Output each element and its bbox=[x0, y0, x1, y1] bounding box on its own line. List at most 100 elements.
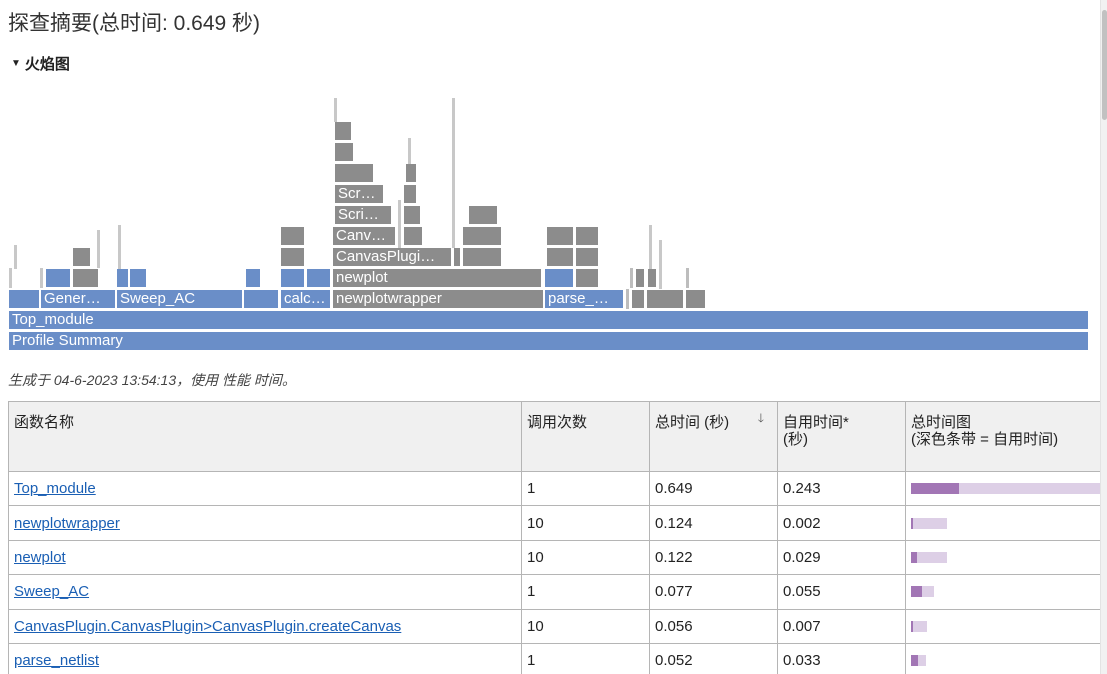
flame-block-gener[interactable]: Gener… bbox=[40, 289, 116, 309]
flame-block-scr[interactable]: Scr… bbox=[334, 184, 384, 204]
flame-block[interactable] bbox=[403, 184, 417, 204]
flame-block-canvasplugin[interactable]: CanvasPlugi… bbox=[332, 247, 452, 267]
flame-block[interactable] bbox=[72, 268, 99, 288]
function-link[interactable]: newplotwrapper bbox=[14, 514, 120, 532]
flame-block-canv[interactable]: Canv… bbox=[332, 226, 396, 246]
table-header-row: 函数名称 调用次数 总时间 (秒) 🡓 自用时间* (秒) 总时间图 (深色条带 = … bbox=[8, 401, 1102, 472]
flame-block[interactable] bbox=[453, 247, 461, 267]
cell-calls: 10 bbox=[521, 505, 650, 541]
flame-block-calc[interactable]: calc… bbox=[280, 289, 331, 309]
table-row: CanvasPlugin.CanvasPlugin>CanvasPlugin.c… bbox=[8, 608, 1102, 644]
flame-block[interactable] bbox=[8, 289, 40, 309]
flame-block[interactable] bbox=[630, 268, 633, 288]
flame-block[interactable] bbox=[398, 200, 401, 248]
header-calls[interactable]: 调用次数 bbox=[521, 401, 650, 472]
header-self-time[interactable]: 自用时间* (秒) bbox=[777, 401, 906, 472]
flame-block[interactable] bbox=[685, 289, 706, 309]
total-time-bar bbox=[911, 620, 928, 632]
flame-block[interactable] bbox=[243, 289, 279, 309]
flame-block[interactable] bbox=[462, 226, 502, 246]
flame-block[interactable] bbox=[9, 268, 12, 288]
cell-function-name: parse_netlist bbox=[8, 642, 522, 674]
total-time-bar bbox=[911, 551, 947, 563]
flame-block[interactable] bbox=[462, 247, 502, 267]
header-label: 总时间图 bbox=[911, 414, 972, 431]
flame-block-newplot[interactable]: newplot bbox=[332, 268, 542, 288]
flame-graph-toggle[interactable]: ▼ 火焰图 bbox=[11, 53, 70, 74]
function-link[interactable]: newplot bbox=[14, 548, 66, 566]
function-link[interactable]: Top_module bbox=[14, 480, 96, 498]
flame-block[interactable] bbox=[546, 226, 574, 246]
cell-function-name: newplotwrapper bbox=[8, 505, 522, 541]
cell-total-time: 0.056 bbox=[649, 608, 778, 644]
flame-block[interactable] bbox=[575, 247, 599, 267]
flame-block-newplotwrapper[interactable]: newplotwrapper bbox=[332, 289, 544, 309]
flame-block[interactable] bbox=[45, 268, 71, 288]
header-total-time[interactable]: 总时间 (秒) 🡓 bbox=[649, 401, 778, 472]
flame-block[interactable] bbox=[405, 163, 417, 183]
function-link[interactable]: CanvasPlugin.CanvasPlugin>CanvasPlugin.c… bbox=[14, 617, 402, 635]
flame-block[interactable] bbox=[334, 98, 337, 122]
time-bar bbox=[911, 586, 1101, 598]
cell-total-time: 0.124 bbox=[649, 505, 778, 541]
function-link[interactable]: Sweep_AC bbox=[14, 583, 90, 601]
cell-time-plot bbox=[905, 505, 1102, 541]
flame-block[interactable] bbox=[647, 268, 657, 288]
cell-total-time: 0.649 bbox=[649, 470, 778, 507]
flame-block[interactable] bbox=[280, 247, 305, 267]
cell-function-name: newplot bbox=[8, 539, 522, 576]
flame-block[interactable] bbox=[646, 289, 684, 309]
flame-block-scri[interactable]: Scri… bbox=[334, 205, 392, 225]
flame-block[interactable] bbox=[72, 247, 91, 267]
flame-block[interactable] bbox=[280, 226, 305, 246]
flame-block[interactable] bbox=[403, 205, 421, 225]
flame-block[interactable] bbox=[686, 268, 689, 288]
flame-block[interactable] bbox=[544, 268, 574, 288]
flame-block[interactable] bbox=[635, 268, 645, 288]
flame-graph: Profile Summary Top_module Gener… Sweep_… bbox=[0, 90, 1100, 355]
flame-block[interactable] bbox=[129, 268, 147, 288]
cell-self-time: 0.002 bbox=[777, 505, 906, 541]
flame-block[interactable] bbox=[14, 245, 17, 269]
flame-block[interactable] bbox=[575, 268, 599, 288]
self-time-bar bbox=[911, 655, 918, 667]
caret-down-icon: ▼ bbox=[11, 58, 21, 69]
flame-block[interactable] bbox=[97, 230, 100, 268]
flame-block[interactable] bbox=[306, 268, 331, 288]
flame-block[interactable] bbox=[280, 268, 305, 288]
flame-block-top-module[interactable]: Top_module bbox=[8, 310, 1089, 330]
flame-block-profile-summary[interactable]: Profile Summary bbox=[8, 331, 1089, 351]
flame-block-sweep-ac[interactable]: Sweep_AC bbox=[116, 289, 243, 309]
flame-block[interactable] bbox=[408, 138, 411, 164]
flame-block[interactable] bbox=[546, 247, 574, 267]
total-time-bar bbox=[911, 517, 948, 529]
flame-block-parse[interactable]: parse_… bbox=[544, 289, 624, 309]
flame-block[interactable] bbox=[118, 225, 121, 269]
flame-block[interactable] bbox=[468, 205, 498, 225]
cell-time-plot bbox=[905, 608, 1102, 644]
flame-block[interactable] bbox=[334, 142, 354, 162]
flame-block[interactable] bbox=[626, 289, 629, 309]
flame-block[interactable] bbox=[575, 226, 599, 246]
flame-block[interactable] bbox=[452, 98, 455, 248]
flame-block[interactable] bbox=[631, 289, 645, 309]
function-link[interactable]: parse_netlist bbox=[14, 652, 100, 670]
cell-calls: 1 bbox=[521, 470, 650, 507]
cell-time-plot bbox=[905, 642, 1102, 674]
flame-block[interactable] bbox=[403, 226, 423, 246]
vertical-scrollbar[interactable] bbox=[1100, 0, 1107, 674]
cell-self-time: 0.029 bbox=[777, 539, 906, 576]
table-row: newplot 10 0.122 0.029 bbox=[8, 539, 1102, 576]
flame-block[interactable] bbox=[116, 268, 129, 288]
flame-block[interactable] bbox=[659, 240, 662, 289]
scrollbar-thumb[interactable] bbox=[1102, 10, 1107, 120]
table-row: newplotwrapper 10 0.124 0.002 bbox=[8, 505, 1102, 541]
flame-block[interactable] bbox=[649, 225, 652, 269]
header-function-name[interactable]: 函数名称 bbox=[8, 401, 522, 472]
flame-block[interactable] bbox=[245, 268, 261, 288]
flame-block[interactable] bbox=[40, 268, 43, 288]
flame-block[interactable] bbox=[334, 163, 374, 183]
flame-block[interactable] bbox=[334, 121, 352, 141]
generated-timestamp: 生成于 04-6-2023 13:54:13，使用 性能 时间。 bbox=[8, 372, 296, 388]
cell-self-time: 0.243 bbox=[777, 470, 906, 507]
